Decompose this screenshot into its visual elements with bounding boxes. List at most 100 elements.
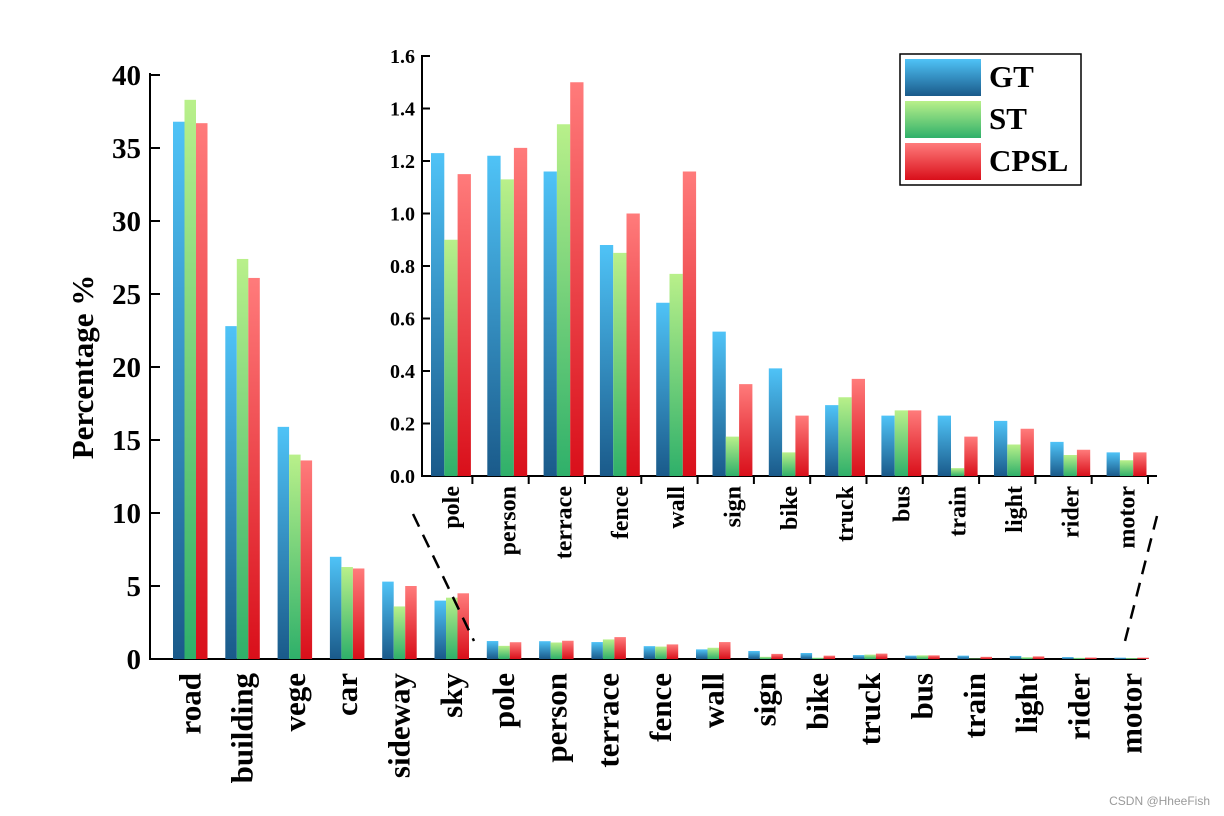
inset-x-tick-label: fence	[608, 486, 634, 540]
x-tick-label: road	[172, 673, 207, 734]
inset-bar-cpsl-person	[513, 147, 528, 476]
inset-bar-st-truck	[838, 397, 852, 476]
x-tick-label: truck	[852, 672, 887, 745]
inset-x-tick-label: pole	[439, 486, 465, 529]
bar-st-pole	[498, 645, 510, 659]
inset-bar-cpsl-rider	[1076, 449, 1091, 476]
y-tick-label: 10	[112, 498, 141, 530]
bar-gt-vege	[277, 426, 290, 659]
bar-cpsl-truck	[875, 653, 888, 659]
inset-x-tick-label: wall	[664, 486, 690, 529]
inset-x-tick-label: sign	[720, 486, 746, 527]
bar-st-car	[341, 567, 353, 659]
x-tick-label: sideway	[381, 673, 416, 779]
x-tick-label: wall	[695, 673, 730, 729]
x-tick-label: sign	[748, 673, 783, 726]
legend: GT ST CPSL	[899, 53, 1082, 186]
legend-label-cpsl: CPSL	[989, 143, 1068, 178]
bar-cpsl-road	[196, 123, 208, 660]
x-tick-label: light	[1009, 672, 1044, 733]
inset-bar-cpsl-truck	[851, 378, 865, 476]
inset-bar-cpsl-fence	[626, 213, 640, 476]
bar-gt-light	[1009, 655, 1022, 659]
bar-st-wall	[707, 647, 719, 659]
inset-bar-gt-bus	[881, 415, 895, 476]
y-tick-label: 5	[127, 571, 142, 603]
inset-y-tick-label: 0.0	[390, 466, 415, 488]
inset-x-tick-label: person	[495, 486, 521, 555]
bar-cpsl-pole	[509, 642, 522, 659]
inset-bar-cpsl-light	[1020, 428, 1034, 476]
x-tick-label: bus	[904, 673, 939, 720]
y-tick-label: 30	[112, 206, 141, 238]
bar-cpsl-fence	[666, 644, 679, 659]
x-tick-label: pole	[486, 673, 521, 728]
y-tick-label: 25	[112, 279, 141, 311]
x-tick-label: building	[225, 673, 260, 784]
bar-gt-truck	[852, 655, 865, 659]
bar-st-vege	[289, 454, 301, 659]
inset-bar-st-rider	[1063, 455, 1077, 476]
bar-gt-road	[173, 121, 185, 660]
inset-bar-gt-person	[487, 155, 501, 476]
inset-bar-gt-light	[994, 420, 1008, 476]
bar-gt-sideway	[382, 581, 394, 659]
main-chart: 0 5 10 15 20 25 30 35 40 Percentage % road building…	[65, 60, 1159, 784]
bar-st-sky	[446, 597, 458, 659]
bar-cpsl-person	[562, 640, 574, 659]
inset-x-tick-label: bike	[777, 486, 803, 530]
inset-y-tick-label: 1.2	[390, 151, 415, 173]
bar-cpsl-sign	[771, 653, 783, 659]
bar-st-sideway	[393, 606, 406, 659]
inset-y-tick-label: 0.8	[390, 256, 415, 278]
inset-bar-gt-truck	[825, 405, 839, 476]
inset-bar-st-train	[951, 468, 965, 476]
bar-st-truck	[864, 654, 876, 659]
inset-bar-gt-wall	[656, 302, 670, 476]
bar-st-train	[969, 658, 981, 660]
bar-cpsl-sideway	[405, 586, 417, 659]
bar-cpsl-car	[352, 568, 365, 659]
x-tick-label: person	[538, 673, 573, 763]
bar-cpsl-building	[248, 277, 260, 659]
bar-st-motor	[1125, 658, 1138, 659]
bar-st-road	[184, 99, 196, 659]
bar-gt-terrace	[591, 642, 603, 659]
inset-bar-cpsl-bus	[908, 410, 922, 476]
bar-cpsl-bus	[928, 655, 940, 659]
bar-gt-bus	[905, 655, 917, 659]
x-tick-label: motor	[1114, 673, 1149, 754]
inset-bar-st-sign	[725, 436, 740, 476]
x-tick-label: fence	[643, 673, 678, 742]
bar-gt-sky	[434, 600, 446, 659]
bar-gt-car	[329, 556, 342, 659]
bar-st-terrace	[602, 639, 615, 659]
bar-gt-fence	[643, 646, 656, 659]
inset-y-tick-label: 0.4	[390, 361, 415, 383]
inset-x-tick-label: terrace	[552, 486, 578, 560]
inset-bar-cpsl-sign	[739, 384, 753, 476]
bar-gt-train	[957, 655, 969, 659]
bar-cpsl-sky	[457, 593, 469, 659]
inset-x-tick-label: motor	[1115, 486, 1141, 549]
inset-bar-gt-pole	[431, 153, 445, 476]
bar-st-rider	[1073, 657, 1086, 659]
inset-bar-gt-train	[937, 415, 951, 476]
inset-y-tick-label: 0.2	[390, 414, 415, 436]
inset-bar-st-pole	[444, 239, 458, 476]
inset-bar-cpsl-pole	[457, 174, 471, 476]
x-tick-label: rider	[1061, 673, 1096, 740]
bar-gt-pole	[486, 641, 499, 659]
inset-y-tick-label: 1.0	[390, 204, 415, 226]
y-tick-label: 20	[112, 352, 141, 384]
zoom-guide-left	[411, 513, 476, 642]
legend-label-gt: GT	[989, 59, 1034, 94]
y-tick-label: 35	[112, 133, 141, 165]
legend-swatch-cpsl	[905, 143, 981, 180]
inset-bar-st-bus	[894, 410, 908, 476]
inset-bar-cpsl-motor	[1133, 452, 1147, 476]
bar-cpsl-wall	[719, 642, 731, 659]
inset-bar-gt-bike	[768, 368, 783, 476]
y-tick-label: 15	[112, 425, 141, 457]
inset-y-tick-label: 0.6	[390, 309, 415, 331]
